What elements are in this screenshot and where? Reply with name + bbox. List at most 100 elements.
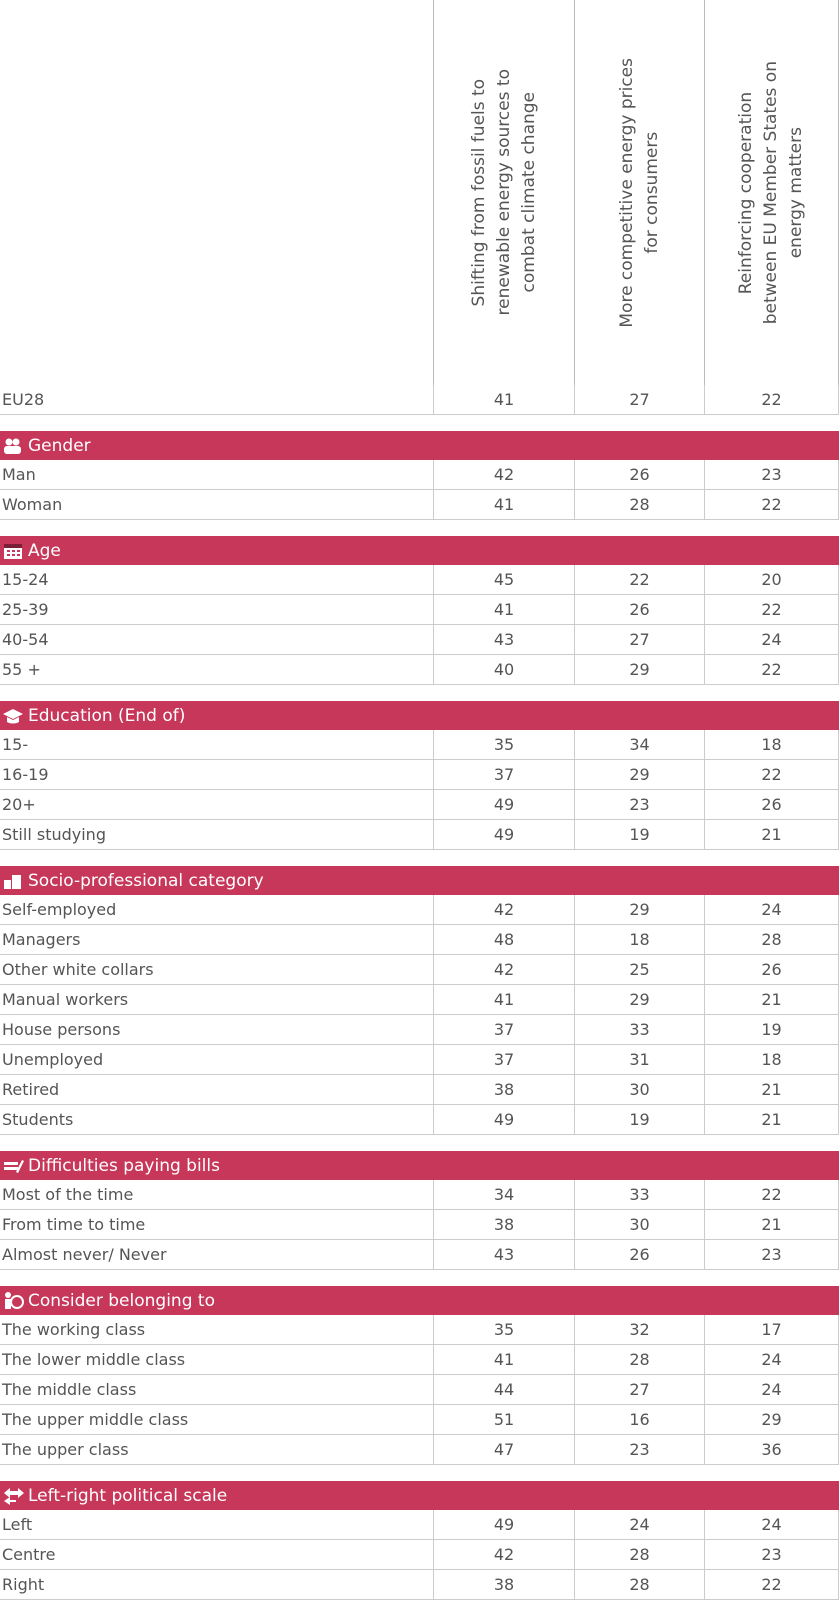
cell-value: 24 <box>704 894 839 925</box>
table-row: 40-54 43 27 24 <box>0 624 839 655</box>
group-icon <box>4 1487 24 1505</box>
column-header: More competitive energy prices for consum… <box>574 0 704 385</box>
table-row: House persons 37 33 19 <box>0 1014 839 1045</box>
cell-value: 38 <box>433 1209 574 1240</box>
row-label: House persons <box>2 1020 121 1039</box>
cell-value: 17 <box>704 1314 839 1345</box>
cell-value: 47 <box>433 1434 574 1465</box>
header-line: renewable energy sources to <box>493 69 514 316</box>
cell-value: 24 <box>704 1344 839 1375</box>
cell-value: 32 <box>574 1314 704 1345</box>
row-label: 20+ <box>2 795 36 814</box>
row-label: 55 + <box>2 660 41 679</box>
cell-value: 41 <box>433 1344 574 1375</box>
table-row: The lower middle class 41 28 24 <box>0 1344 839 1375</box>
row-label: 25-39 <box>2 600 49 619</box>
cell-value: 23 <box>704 1539 839 1570</box>
cell-value: 22 <box>704 1569 839 1600</box>
group-title: Socio-professional category <box>28 870 264 891</box>
cell-value: 27 <box>574 1374 704 1405</box>
cell-value: 37 <box>433 759 574 790</box>
group-header: Socio-professional category <box>0 866 839 895</box>
cell-value: 24 <box>704 624 839 655</box>
row-label: From time to time <box>2 1215 146 1234</box>
cell-value: 28 <box>574 1539 704 1570</box>
table-row: Man 42 26 23 <box>0 459 839 490</box>
cell-value: 21 <box>704 819 839 850</box>
table-row: Still studying 49 19 21 <box>0 819 839 850</box>
cell-value: 28 <box>574 1569 704 1600</box>
cell-value: 41 <box>433 984 574 1015</box>
cell-value: 29 <box>574 984 704 1015</box>
cell-value: 38 <box>433 1074 574 1105</box>
row-label: Other white collars <box>2 960 154 979</box>
cell-value: 33 <box>574 1179 704 1210</box>
cell-value: 31 <box>574 1044 704 1075</box>
group-icon <box>4 543 22 559</box>
cell-value: 29 <box>574 759 704 790</box>
group-icon <box>4 438 21 454</box>
table-row: 25-39 41 26 22 <box>0 594 839 625</box>
cell-value: 26 <box>704 954 839 985</box>
table-row: Almost never/ Never 43 26 23 <box>0 1239 839 1270</box>
row-label: Managers <box>2 930 81 949</box>
row-label: Almost never/ Never <box>2 1245 167 1264</box>
group-title: Consider belonging to <box>28 1290 215 1311</box>
cell-value: 21 <box>704 1209 839 1240</box>
group-header: Consider belonging to <box>0 1286 839 1315</box>
cell-value: 21 <box>704 1104 839 1135</box>
group-icon <box>4 1159 24 1173</box>
row-label: Manual workers <box>2 990 129 1009</box>
cell-value: 35 <box>433 1314 574 1345</box>
cell-value: 37 <box>433 1014 574 1045</box>
cell-value: 40 <box>433 654 574 685</box>
cell-value: 28 <box>574 1344 704 1375</box>
group-icon <box>3 708 23 723</box>
cell-value: 29 <box>574 894 704 925</box>
cell-value: 24 <box>574 1509 704 1540</box>
table-row: The middle class 44 27 24 <box>0 1374 839 1405</box>
table-row: EU28 41 27 22 <box>0 384 839 415</box>
cell-value: 27 <box>574 384 704 415</box>
table-row: Managers 48 18 28 <box>0 924 839 955</box>
cell-value: 42 <box>433 954 574 985</box>
table-row: Other white collars 42 25 26 <box>0 954 839 985</box>
cell-value: 23 <box>704 459 839 490</box>
cell-value: 33 <box>574 1014 704 1045</box>
cell-value: 28 <box>704 924 839 955</box>
row-label: Woman <box>2 495 63 514</box>
cell-value: 20 <box>704 564 839 595</box>
cell-value: 34 <box>433 1179 574 1210</box>
cell-value: 49 <box>433 789 574 820</box>
group-header: Age <box>0 536 839 565</box>
row-label: EU28 <box>2 390 45 409</box>
row-label: The working class <box>2 1320 146 1339</box>
cell-value: 51 <box>433 1404 574 1435</box>
header-line: energy matters <box>786 126 806 259</box>
cell-value: 22 <box>704 594 839 625</box>
cell-value: 38 <box>433 1569 574 1600</box>
cell-value: 42 <box>433 1539 574 1570</box>
cell-value: 41 <box>433 384 574 415</box>
group-icon <box>4 874 21 889</box>
row-label: Unemployed <box>2 1050 104 1069</box>
cell-value: 24 <box>704 1509 839 1540</box>
cell-value: 25 <box>574 954 704 985</box>
header-line: Shifting from fossil fuels to <box>468 78 489 307</box>
row-label: Right <box>2 1575 45 1594</box>
column-header-text: Shifting from fossil fuels to renewable e… <box>467 69 542 315</box>
cell-value: 24 <box>704 1374 839 1405</box>
row-label: Most of the time <box>2 1185 134 1204</box>
table-row: Right 38 28 22 <box>0 1569 839 1600</box>
cell-value: 48 <box>433 924 574 955</box>
group-title: Difficulties paying bills <box>28 1155 220 1176</box>
table-row: Manual workers 41 29 21 <box>0 984 839 1015</box>
row-label: 15- <box>2 735 29 754</box>
cell-value: 49 <box>433 1509 574 1540</box>
table-row: Woman 41 28 22 <box>0 489 839 520</box>
cell-value: 37 <box>433 1044 574 1075</box>
group-title: Gender <box>28 435 91 456</box>
group-header: Left-right political scale <box>0 1481 839 1510</box>
cell-value: 42 <box>433 459 574 490</box>
